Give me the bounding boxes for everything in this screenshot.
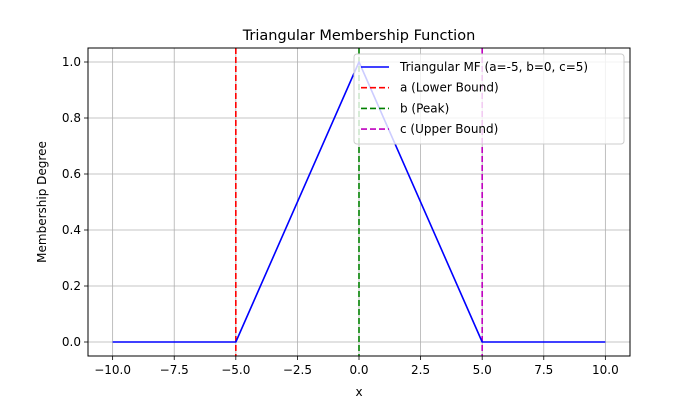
x-tick-label: −7.5	[160, 363, 189, 377]
x-tick-label: 10.0	[592, 363, 619, 377]
x-tick-label: −2.5	[283, 363, 312, 377]
y-tick-label: 0.2	[62, 279, 81, 293]
y-axis-label: Membership Degree	[35, 141, 49, 263]
y-tick-label: 0.0	[62, 335, 81, 349]
x-ticks: −10.0 −7.5 −5.0 −2.5 0.0 2.5 5.0 7.5 10.0	[94, 356, 619, 377]
y-tick-label: 0.6	[62, 167, 81, 181]
x-tick-label: −10.0	[94, 363, 131, 377]
y-tick-label: 1.0	[62, 55, 81, 69]
vertical-lines	[235, 48, 483, 356]
x-tick-label: 0.0	[349, 363, 368, 377]
legend: Triangular MF (a=-5, b=0, c=5) a (Lower B…	[353, 53, 625, 145]
x-tick-label: 7.5	[534, 363, 553, 377]
legend-label: c (Upper Bound)	[400, 122, 498, 136]
y-tick-label: 0.4	[62, 223, 81, 237]
chart-title: Triangular Membership Function	[242, 28, 476, 44]
x-axis-label: x	[355, 385, 362, 399]
y-tick-label: 0.8	[62, 111, 81, 125]
y-ticks: 0.0 0.2 0.4 0.6 0.8 1.0	[62, 55, 88, 349]
legend-label: Triangular MF (a=-5, b=0, c=5)	[399, 60, 588, 74]
legend-box	[353, 53, 625, 145]
legend-label: b (Peak)	[400, 101, 449, 115]
legend-label: a (Lower Bound)	[400, 81, 499, 95]
legend-items: Triangular MF (a=-5, b=0, c=5) a (Lower B…	[361, 60, 588, 136]
x-tick-label: −5.0	[221, 363, 250, 377]
x-tick-label: 2.5	[411, 363, 430, 377]
x-tick-label: 5.0	[473, 363, 492, 377]
